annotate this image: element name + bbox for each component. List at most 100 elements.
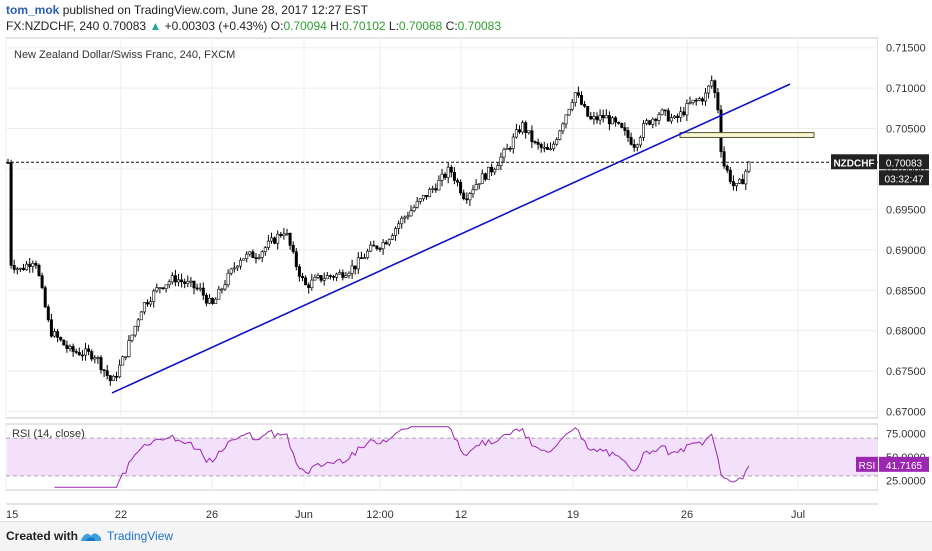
candle-body <box>406 215 410 218</box>
candle-body <box>384 242 388 245</box>
published-text: published on TradingView.com, June 28, 2… <box>62 3 369 17</box>
candle-body <box>651 118 655 125</box>
candle-body <box>56 331 60 338</box>
candle-body <box>632 144 636 148</box>
open-value: 0.70094 <box>283 19 327 33</box>
candle-body <box>638 137 642 146</box>
candle-body <box>397 223 401 229</box>
candle-body <box>561 123 565 132</box>
time-tick-label: 19 <box>567 509 579 521</box>
candle-body <box>198 287 202 290</box>
rsi-band <box>7 438 877 476</box>
open-label: O: <box>270 19 284 33</box>
candle-body <box>279 233 283 237</box>
candle-body <box>657 114 661 121</box>
candle-body <box>93 357 97 360</box>
candle-body <box>201 287 205 296</box>
publish-line: tom_mok published on TradingView.com, Ju… <box>6 3 368 17</box>
candle-body <box>533 141 537 144</box>
created-with-text: Created with <box>6 529 79 543</box>
candle-body <box>319 275 323 281</box>
candle-body <box>517 129 521 133</box>
high-value: 0.70102 <box>342 19 386 33</box>
candle-body <box>573 92 577 104</box>
tradingview-brand[interactable]: TradingView <box>107 529 174 543</box>
candle-body <box>369 244 373 252</box>
candle-body <box>300 275 304 279</box>
candle-body <box>285 232 289 235</box>
candle-body <box>28 263 32 267</box>
candle-body <box>604 115 608 119</box>
candle-body <box>666 110 670 122</box>
candle-body <box>263 247 267 253</box>
candle-body <box>548 148 552 151</box>
candle-body <box>747 161 751 172</box>
candle-body <box>146 302 150 305</box>
candle-body <box>688 102 692 104</box>
candle-body <box>592 116 596 120</box>
candle-body <box>149 301 153 305</box>
candle-body <box>400 217 404 225</box>
candle-body <box>192 280 196 289</box>
candle-body <box>130 334 134 341</box>
candle-body <box>366 250 370 258</box>
candle-body <box>614 117 618 123</box>
candle-body <box>362 257 366 259</box>
candle-body <box>260 251 264 258</box>
candle-body <box>738 178 742 184</box>
candle-body <box>539 144 543 148</box>
candle-body <box>558 130 562 140</box>
candle-body <box>316 275 320 278</box>
author-link[interactable]: tom_mok <box>6 3 60 17</box>
candle-body <box>703 92 707 102</box>
candle-body <box>325 275 329 280</box>
candle-body <box>412 207 416 212</box>
candle-body <box>431 188 435 190</box>
candle-body <box>741 178 745 185</box>
candle-body <box>716 92 720 111</box>
candle-body <box>424 195 428 198</box>
price-change: +0.00303 (+0.43%) <box>164 19 268 33</box>
chart-title: New Zealand Dollar/Swiss Franc, 240, FXC… <box>14 49 235 61</box>
footer: Created with TradingView <box>0 521 932 551</box>
candle-body <box>691 99 695 103</box>
candle-body <box>607 115 611 125</box>
rsi-title: RSI (14, close) <box>12 428 85 440</box>
candle-body <box>508 147 512 150</box>
candle-body <box>462 192 466 200</box>
rsi-tick-label: 75.0000 <box>886 428 926 440</box>
candle-body <box>331 276 335 278</box>
candle-body <box>338 272 342 275</box>
candle-body <box>530 130 534 143</box>
candle-body <box>579 94 583 105</box>
price-tick-label: 0.71000 <box>886 83 926 95</box>
candle-body <box>273 237 277 244</box>
candle-body <box>415 201 419 208</box>
candle-body <box>449 166 453 173</box>
candle-body <box>102 369 106 372</box>
candle-body <box>672 115 676 119</box>
candle-body <box>266 240 270 248</box>
candle-body <box>108 375 112 382</box>
price-chart[interactable]: 0.715000.710000.705000.700000.695000.690… <box>0 0 932 521</box>
candle-body <box>645 120 649 124</box>
time-tick-label: 22 <box>115 509 127 521</box>
candle-body <box>304 277 308 286</box>
candle-body <box>211 297 215 304</box>
tradingview-logo-icon <box>81 533 101 541</box>
rsi-line <box>54 426 750 488</box>
candle-body <box>459 181 463 194</box>
candle-body <box>663 109 667 112</box>
candle-body <box>694 99 698 102</box>
candle-body <box>90 351 94 360</box>
candle-body <box>465 198 469 201</box>
candle-body <box>617 121 621 124</box>
close-label: C: <box>445 19 458 33</box>
candle-body <box>428 189 432 198</box>
candle-body <box>524 122 528 133</box>
candle-body <box>307 284 311 288</box>
candle-body <box>124 356 128 359</box>
candle-body <box>335 273 339 278</box>
candle-body <box>468 193 472 201</box>
candle-body <box>214 298 218 304</box>
